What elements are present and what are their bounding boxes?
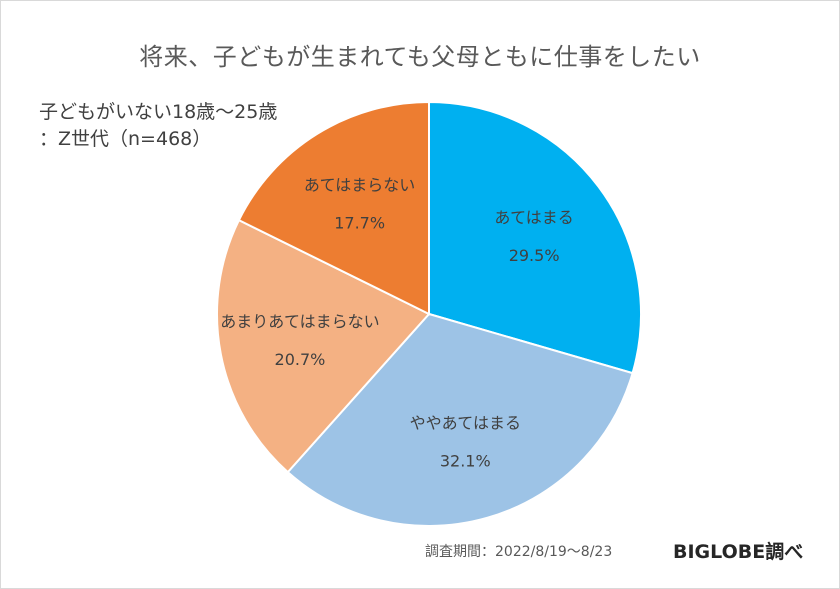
slice-value-label-4: 17.7% [334,213,385,232]
slice-value-label-3: 20.7% [275,350,326,369]
slice-category-label-2: ややあてはまる [410,413,521,432]
pie-slice-2 [286,312,634,528]
slice-value-label-1: 29.5% [509,246,560,265]
pie-labels: あてはまる 29.5% ややあてはまる 32.1% あまりあてはまらない 20.7% あては… [220,175,574,470]
chart-title: 将来、子どもが生まれても父母ともに仕事をしたい [139,43,701,71]
survey-period: 調査期間：2022/8/19～8/23 [425,544,613,560]
chart-subtitle: 子どもがいない18歳～25歳 ：Z世代（n=468） [39,99,277,153]
slice-category-label-1: あてはまる [494,208,573,227]
source-credit: BIGLOBE調べ [673,541,804,563]
subtitle-line-2: ：Z世代（n=468） [39,128,212,150]
slice-category-label-4: あてはまらない [304,175,415,194]
pie-slice-4 [237,100,430,316]
slice-category-label-3: あまりあてはまらない [220,312,379,331]
pie-slice-1 [428,100,642,375]
slice-value-label-2: 32.1% [440,451,491,470]
pie-slice-3 [216,218,431,474]
pie-slices [216,100,642,528]
subtitle-line-1: 子どもがいない18歳～25歳 [39,101,278,123]
